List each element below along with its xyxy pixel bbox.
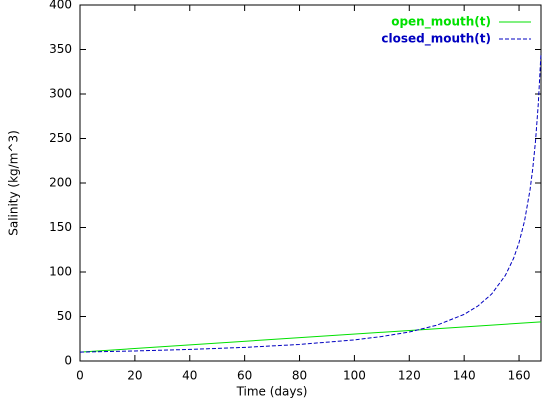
y-tick-label: 0 [64,354,72,368]
x-tick-label: 60 [237,369,252,383]
legend-label: closed_mouth(t) [381,32,491,47]
y-axis-label: Salinity (kg/m^3) [7,130,21,236]
y-tick-label: 400 [49,0,72,12]
y-tick-label: 50 [57,309,72,323]
x-tick-label: 40 [182,369,197,383]
y-tick-label: 200 [49,176,72,190]
x-axis-label: Time (days) [236,385,308,399]
x-tick-label: 0 [76,369,84,383]
x-tick-label: 80 [292,369,307,383]
y-tick-label: 350 [49,42,72,56]
plot-frame [79,4,542,362]
series-line [79,321,542,353]
series-line [79,53,542,353]
x-tick-label: 120 [398,369,421,383]
y-tick-label: 300 [49,87,72,101]
x-tick-label: 160 [508,369,531,383]
y-tick-label: 100 [49,265,72,279]
y-tick-label: 250 [49,131,72,145]
y-tick-label: 150 [49,220,72,234]
x-tick-label: 140 [453,369,476,383]
x-tick-label: 20 [127,369,142,383]
x-tick-label: 100 [343,369,366,383]
legend-label: open_mouth(t) [391,15,491,30]
